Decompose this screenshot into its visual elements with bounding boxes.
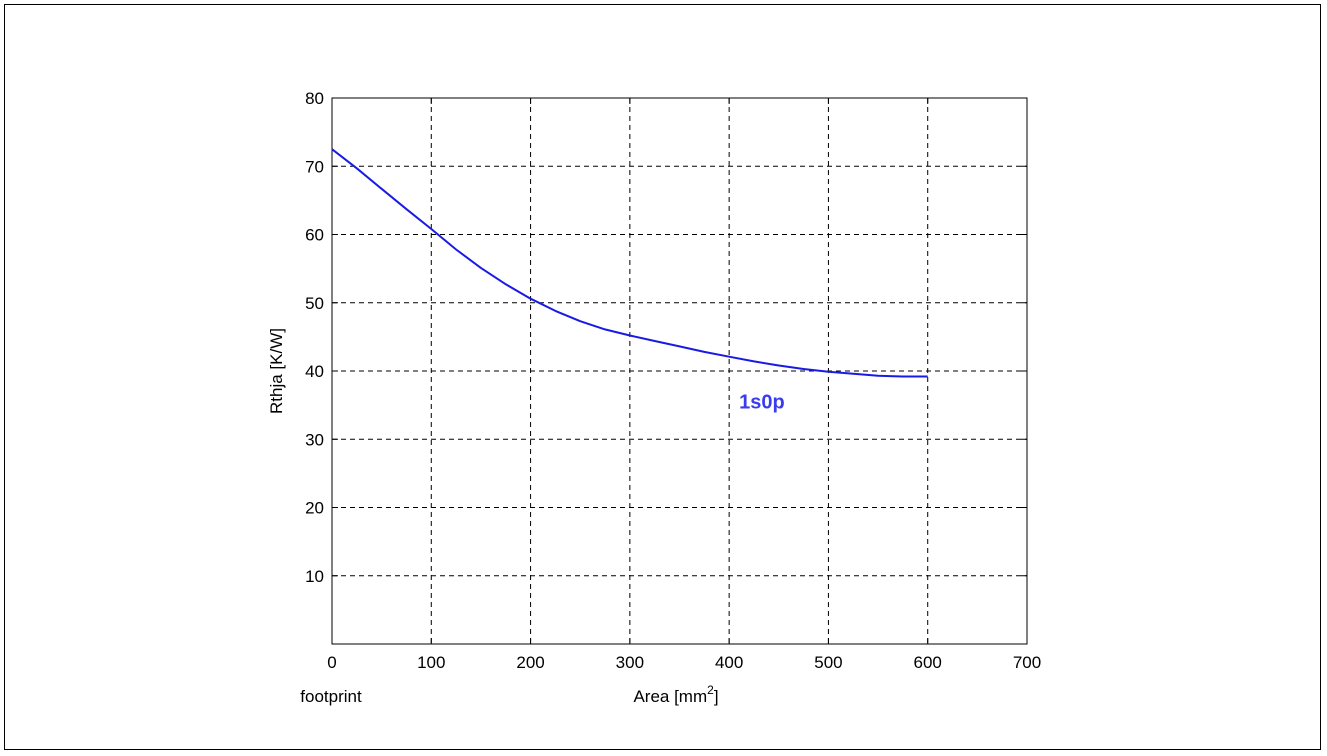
labels: Rthja [K/W] Area [mm2] footprint (267, 328, 719, 706)
y-tick-label: 30 (305, 430, 324, 449)
series-label: 1s0p (739, 392, 785, 414)
x-axis-label-suffix: ] (714, 687, 719, 706)
x-tick-label: 500 (814, 653, 842, 672)
figure-frame (4, 4, 1321, 750)
y-tick-label: 70 (305, 157, 324, 176)
grid (332, 98, 1027, 644)
axes-box (331, 97, 1028, 645)
x-tick-label: 600 (914, 653, 942, 672)
y-axis-label: Rthja [K/W] (267, 328, 286, 414)
series-line-1s0p (331, 148, 928, 378)
x-tick-label: 100 (417, 653, 445, 672)
y-tick-label: 10 (305, 567, 324, 586)
x-axis-label-superscript: 2 (707, 683, 714, 697)
x-tick-label: 200 (516, 653, 544, 672)
x-axis-note-footprint: footprint (300, 687, 362, 706)
y-tick-label: 60 (305, 226, 324, 245)
x-tick-label: 300 (616, 653, 644, 672)
y-tick-label: 40 (305, 362, 324, 381)
y-tick-label: 80 (305, 89, 324, 108)
ticks: 0 100 200 300 400 500 600 700 10 20 30 40 50 60 70 80 (305, 89, 1041, 672)
x-tick-label: 0 (327, 653, 336, 672)
y-tick-label: 50 (305, 294, 324, 313)
x-tick-label: 400 (715, 653, 743, 672)
x-tick-label: 700 (1013, 653, 1041, 672)
x-axis-label: Area [mm2] (633, 683, 718, 706)
y-tick-label: 20 (305, 499, 324, 518)
series: 1s0p (331, 148, 928, 414)
